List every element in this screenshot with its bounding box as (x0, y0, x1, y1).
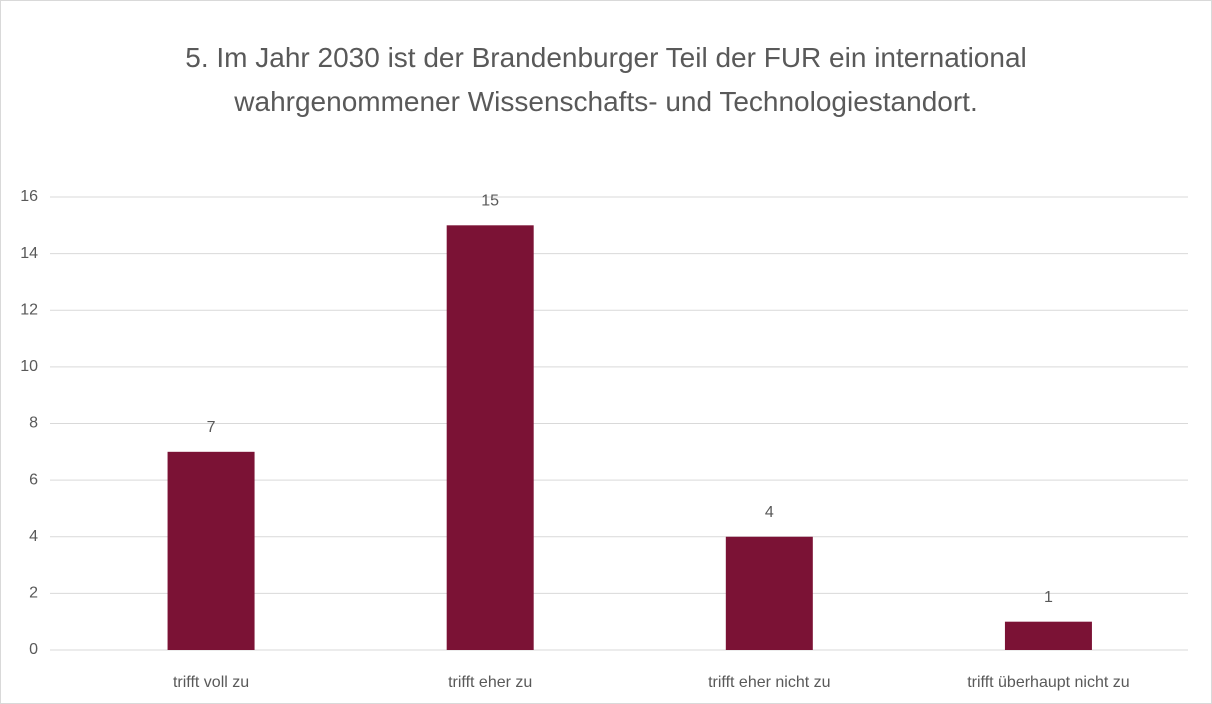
data-label: 4 (765, 504, 774, 521)
data-label: 15 (481, 193, 499, 210)
chart-title: 5. Im Jahr 2030 ist der Brandenburger Te… (185, 42, 1027, 117)
data-label: 7 (207, 419, 216, 436)
x-tick-label: trifft überhaupt nicht zu (967, 674, 1129, 691)
y-tick-label: 12 (20, 301, 38, 318)
bar (725, 536, 813, 650)
y-tick-label: 2 (29, 585, 38, 602)
bar (1004, 621, 1092, 650)
y-tick-label: 8 (29, 415, 38, 432)
x-tick-label: trifft eher nicht zu (708, 674, 830, 691)
y-tick-label: 4 (29, 528, 38, 545)
y-tick-label: 0 (29, 641, 38, 658)
x-tick-label: trifft voll zu (173, 674, 249, 691)
data-label: 1 (1044, 589, 1053, 606)
x-tick-label: trifft eher zu (448, 674, 532, 691)
y-tick-label: 6 (29, 471, 38, 488)
y-tick-label: 10 (20, 358, 38, 375)
y-tick-label: 16 (20, 188, 38, 205)
y-tick-label: 14 (20, 245, 38, 262)
bar (167, 451, 255, 650)
bar (446, 225, 534, 650)
